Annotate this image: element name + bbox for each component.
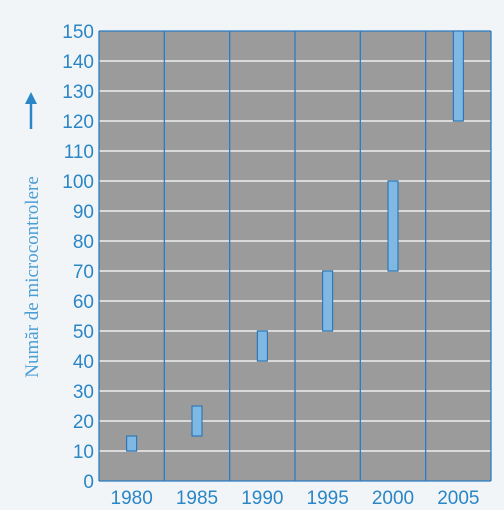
- bar-1980: [126, 435, 138, 452]
- x-tick-label: 1980: [111, 488, 153, 509]
- y-tick-label: 130: [62, 82, 94, 103]
- bar-1990: [256, 330, 268, 362]
- x-tick-labels: 1980 1985 1990 1995 2000 2005: [111, 488, 480, 509]
- y-tick-label: 90: [73, 202, 94, 223]
- y-axis-label: Număr de microcontrolere: [22, 176, 43, 378]
- y-tick-label: 50: [73, 322, 94, 343]
- bar-2005: [452, 30, 464, 122]
- x-tick-label: 1985: [176, 488, 218, 509]
- x-tick-label: 1990: [241, 488, 283, 509]
- y-tick-label: 80: [73, 232, 94, 253]
- y-tick-label: 70: [73, 262, 94, 283]
- y-tick-label: 60: [73, 292, 94, 313]
- y-tick-label: 20: [73, 412, 94, 433]
- y-tick-label: 10: [73, 442, 94, 463]
- bar-1995: [322, 270, 334, 332]
- y-tick-label: 110: [64, 142, 94, 163]
- y-tick-label: 100: [62, 172, 94, 193]
- y-tick-label: 120: [62, 112, 94, 133]
- x-tick-label: 2005: [437, 488, 479, 509]
- x-tick-label: 1995: [307, 488, 349, 509]
- y-tick-label: 30: [73, 382, 94, 403]
- y-tick-label: 150: [62, 22, 94, 43]
- category-dividers: [98, 30, 492, 482]
- bar-1985: [191, 405, 203, 437]
- x-tick-label: 2000: [372, 488, 414, 509]
- y-tick-label: 140: [62, 52, 94, 73]
- bar-2000: [387, 180, 399, 272]
- bars: [126, 30, 464, 452]
- arrow-up-icon: [25, 92, 37, 129]
- y-tick-labels: 0 10 20 30 40 50 60 70 80 90 100 110 120 130 140 150: [62, 22, 94, 493]
- y-tick-label: 0: [83, 472, 94, 493]
- y-tick-label: 40: [73, 352, 94, 373]
